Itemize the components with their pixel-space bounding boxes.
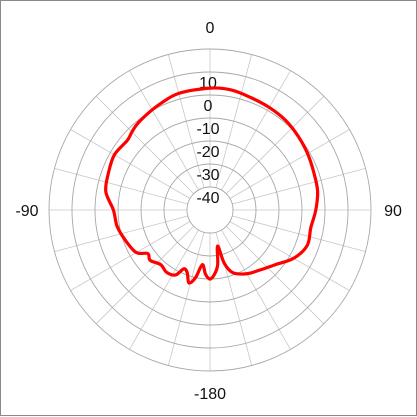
ring-label-minus40: -40 <box>196 190 219 207</box>
ring-label-minus30: -30 <box>196 167 219 184</box>
angle-label-0: 0 <box>206 20 215 37</box>
angle-label-90: 90 <box>384 203 402 220</box>
grid-ring-minus30 <box>163 163 257 257</box>
ring-label-minus10: -10 <box>196 121 219 138</box>
grid-ring-minus40 <box>186 186 234 234</box>
angle-label-minus90: -90 <box>15 203 38 220</box>
grid-ring-0 <box>94 94 326 326</box>
ring-labels: 100-10-20-30-40 <box>196 75 219 207</box>
ring-label-minus20: -20 <box>196 144 219 161</box>
grid-ring-20 <box>48 48 372 372</box>
grid-ring-10 <box>71 71 349 349</box>
ring-label-0: 0 <box>204 98 213 115</box>
series-line-0 <box>104 86 320 285</box>
angle-label-180: -180 <box>194 386 226 403</box>
grid-ring-minus10 <box>117 117 303 303</box>
series-layer <box>104 86 320 285</box>
angle-labels: 0 90 -90 -180 <box>15 20 402 403</box>
